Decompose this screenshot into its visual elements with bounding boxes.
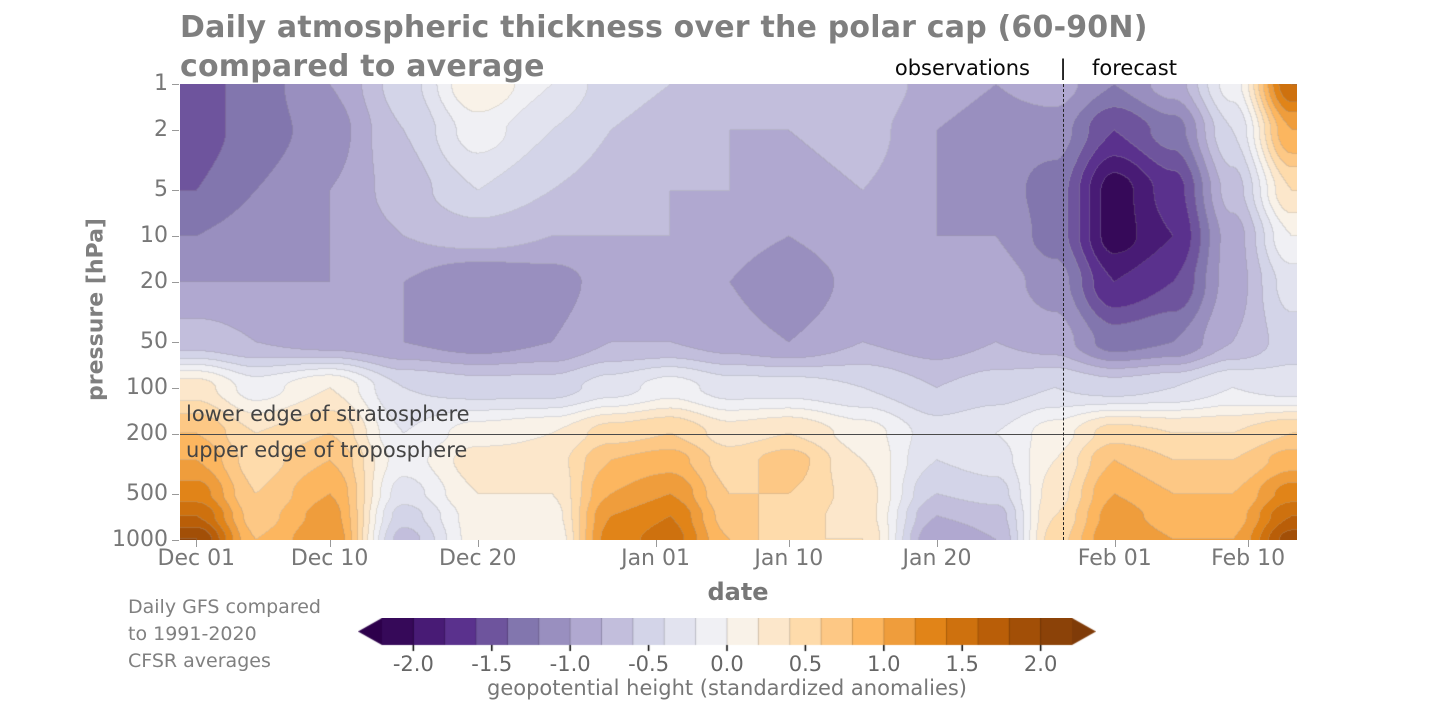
colorbar-tick-label: -0.5 <box>628 652 670 676</box>
x-tick-label: Jan 10 <box>754 546 824 571</box>
colorbar-tick-label: 1.0 <box>867 652 901 676</box>
x-tick-label: Jan 01 <box>621 546 690 571</box>
stratosphere-edge-label: lower edge of stratosphere <box>186 402 470 426</box>
observations-label: observations <box>894 56 1030 80</box>
y-tick-mark <box>172 281 179 283</box>
chart-title-line2: compared to average <box>180 49 545 84</box>
y-tick-label: 5 <box>154 177 168 203</box>
data-source-line3: CFSR averages <box>128 650 271 672</box>
x-tick-label: Jan 20 <box>902 546 972 571</box>
x-tick-mark <box>477 540 479 547</box>
y-tick-mark <box>172 388 179 389</box>
obs-forecast-separator: | <box>1059 56 1067 80</box>
data-source-line2: to 1991-2020 <box>128 623 257 645</box>
y-tick-mark <box>172 540 179 541</box>
x-tick-mark <box>937 540 938 547</box>
y-tick-label: 20 <box>140 268 168 294</box>
forecast-divider-line <box>1062 84 1064 540</box>
x-tick-mark <box>196 540 198 547</box>
x-tick-mark <box>329 540 331 547</box>
colorbar-tick-label: 0.0 <box>710 652 744 676</box>
y-tick-label: 1000 <box>112 527 168 552</box>
y-tick-mark <box>172 342 179 344</box>
y-tick-label: 500 <box>126 481 168 507</box>
colorbar-tick-label: -2.0 <box>392 652 434 676</box>
colorbar-tick-label: -1.5 <box>471 652 513 676</box>
y-tick-mark <box>172 433 179 435</box>
colorbar-canvas <box>358 618 1096 652</box>
data-source-line1: Daily GFS compared <box>128 596 321 618</box>
tropopause-line <box>180 433 1297 435</box>
y-tick-mark <box>172 494 179 496</box>
x-tick-mark <box>1248 540 1250 547</box>
x-tick-label: Feb 01 <box>1077 546 1152 571</box>
colorbar-tick-label: 0.5 <box>788 652 823 676</box>
y-tick-mark <box>172 236 179 237</box>
colorbar-tick-label: -1.0 <box>549 652 591 676</box>
x-tick-label: Feb 10 <box>1211 546 1286 571</box>
chart-title: Daily atmospheric thickness over the pol… <box>180 8 1148 86</box>
colorbar-label: geopotential height (standardized anomal… <box>487 676 967 700</box>
troposphere-edge-label: upper edge of troposphere <box>186 438 468 462</box>
y-tick-label: 2 <box>154 116 168 142</box>
y-tick-label: 100 <box>126 375 168 400</box>
forecast-label: forecast <box>1092 56 1177 80</box>
x-axis-label: date <box>707 578 769 606</box>
y-tick-label: 50 <box>140 329 168 355</box>
y-tick-label: 1 <box>154 71 168 96</box>
heatmap-canvas <box>180 84 1297 540</box>
x-tick-label: Dec 10 <box>290 546 369 571</box>
y-tick-mark <box>172 190 179 192</box>
x-tick-mark <box>788 540 790 547</box>
colorbar-tick-label: 2.0 <box>1023 652 1058 676</box>
y-tick-mark <box>172 84 179 85</box>
y-tick-mark <box>172 129 179 131</box>
colorbar-tick-label: 1.5 <box>945 652 979 676</box>
x-tick-mark <box>1114 540 1116 547</box>
x-tick-mark <box>655 540 657 547</box>
y-tick-label: 10 <box>140 223 168 248</box>
chart-title-line1: Daily atmospheric thickness over the pol… <box>180 10 1148 45</box>
y-tick-label: 200 <box>126 420 168 446</box>
data-source-note: Daily GFS compared to 1991-2020 CFSR ave… <box>128 594 321 675</box>
x-tick-label: Dec 20 <box>438 546 517 571</box>
x-tick-label: Dec 01 <box>157 546 236 571</box>
